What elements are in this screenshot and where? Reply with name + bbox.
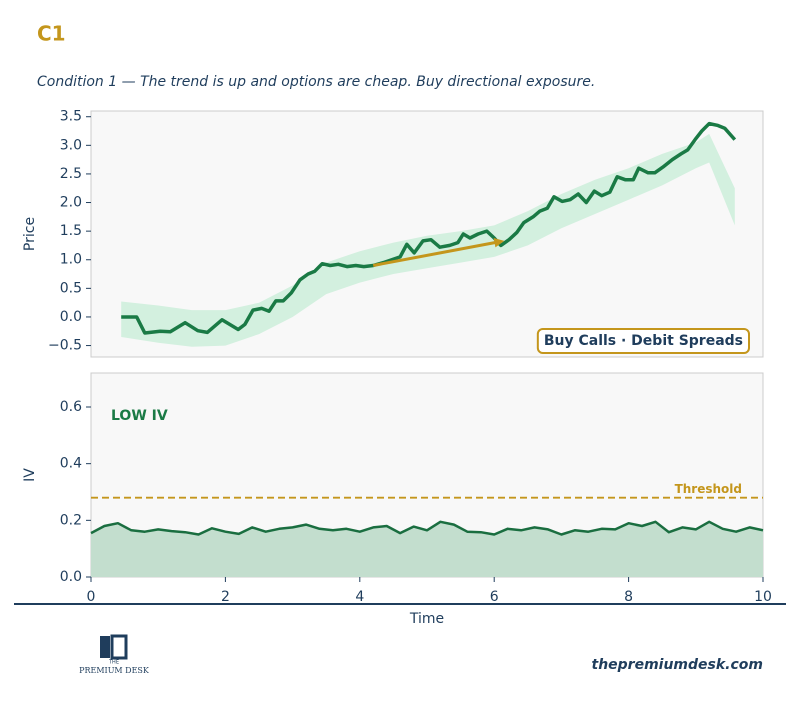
y-tick-label: 0.0 <box>60 309 82 325</box>
x-tick-label: 2 <box>221 589 230 605</box>
arrow <box>372 240 497 267</box>
x-tick-label: 6 <box>490 589 499 605</box>
x-tick-label: 0 <box>87 589 96 605</box>
x-tick-label: 4 <box>355 589 364 605</box>
y-tick-label: 0.2 <box>60 512 82 528</box>
threshold-label: Threshold <box>675 482 742 496</box>
annotation: Buy Calls · Debit Spreads <box>544 333 743 349</box>
arrow-head <box>493 237 505 248</box>
logo-text: PREMIUM DESK <box>79 666 150 675</box>
y-tick-label: 0.0 <box>60 569 82 585</box>
footer-url: thepremiumdesk.com <box>592 657 764 673</box>
logo-mark <box>110 634 128 660</box>
y-tick-label: 3.0 <box>60 137 82 153</box>
x-tick-label: 10 <box>754 589 772 605</box>
annotation-box <box>536 328 750 354</box>
y-tick-label: 0.4 <box>60 456 82 472</box>
y-axis-label: Price <box>22 217 38 251</box>
y-tick-label: 0.6 <box>60 399 82 415</box>
line <box>90 520 764 536</box>
y-tick-label: 2.5 <box>60 166 82 182</box>
title: C1 <box>37 22 66 46</box>
y-tick-label: 0.5 <box>60 280 82 296</box>
annotation: LOW IV <box>111 408 168 424</box>
logo: THE PREMIUM DESK <box>79 634 150 675</box>
y-axis-label: IV <box>22 468 38 482</box>
area-fill <box>91 521 763 577</box>
y-tick-label: 3.5 <box>60 109 82 125</box>
logo-mark <box>100 636 110 658</box>
line <box>121 121 737 335</box>
subtitle: Condition 1 — The trend is up and option… <box>37 74 595 90</box>
logo-small: THE <box>108 660 119 666</box>
x-tick-label: 8 <box>624 589 633 605</box>
y-tick-label: 1.0 <box>60 252 82 268</box>
y-tick-label: −0.5 <box>48 338 82 354</box>
x-axis-label: Time <box>409 611 444 627</box>
y-tick-label: 2.0 <box>60 195 82 211</box>
y-tick-label: 1.5 <box>60 223 82 239</box>
